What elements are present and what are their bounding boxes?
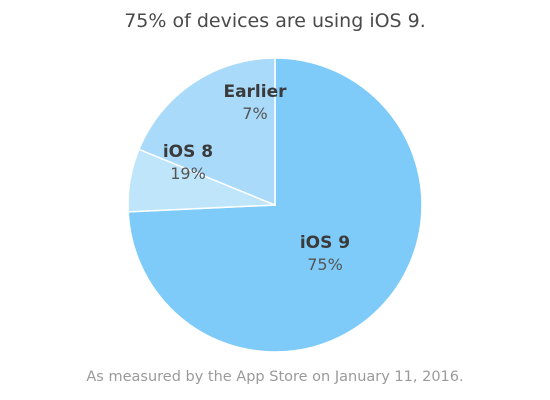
slice-value-label: 19%	[170, 164, 206, 183]
slice-value-label: 7%	[242, 104, 267, 123]
slice-label: Earlier	[223, 82, 287, 102]
slice-label: iOS 8	[163, 142, 213, 162]
slice-value-label: 75%	[307, 255, 343, 274]
pie-slices	[127, 57, 423, 353]
chart-title: 75% of devices are using iOS 9.	[124, 10, 426, 32]
pie-labels: iOS 9 75% Earlier 7% iOS 8 19%	[163, 82, 350, 274]
pie-slice-ios-8	[137, 57, 276, 207]
footnote: As measured by the App Store on January …	[86, 369, 464, 385]
slice-label: iOS 9	[300, 233, 350, 253]
